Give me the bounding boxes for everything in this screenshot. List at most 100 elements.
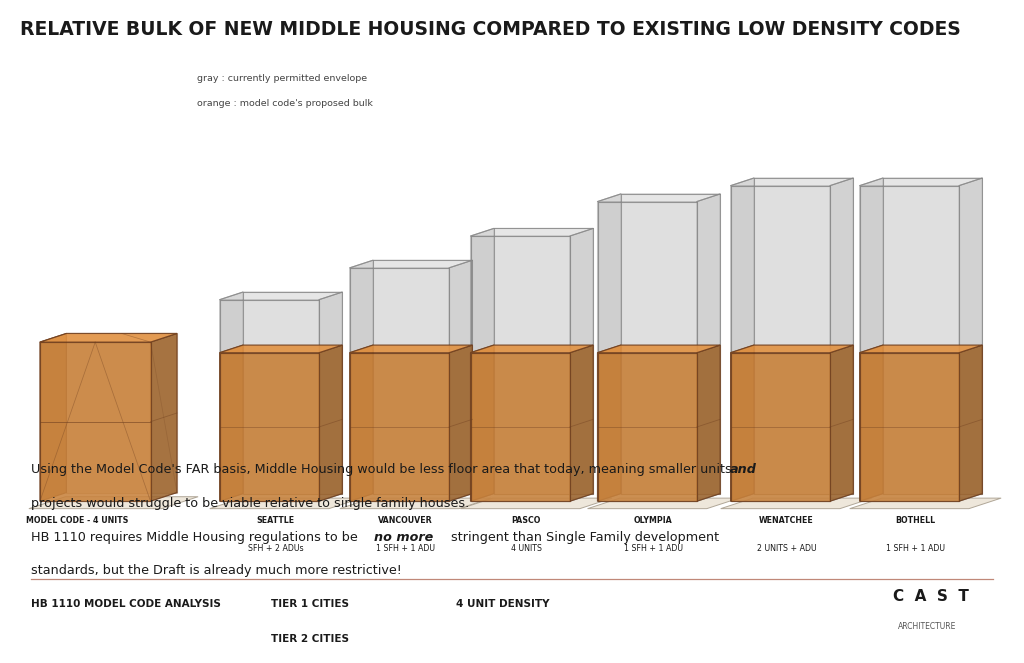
Polygon shape [494,345,593,493]
Polygon shape [319,292,342,501]
Polygon shape [220,345,243,501]
Polygon shape [696,345,720,501]
Polygon shape [860,186,958,501]
Polygon shape [29,497,198,509]
Polygon shape [569,345,593,501]
Polygon shape [350,353,449,501]
Polygon shape [621,345,720,493]
Polygon shape [731,345,853,353]
Polygon shape [569,228,593,501]
Polygon shape [731,345,754,501]
Text: PASCO: PASCO [512,516,541,525]
Polygon shape [829,178,853,501]
Polygon shape [449,260,472,501]
Polygon shape [340,498,492,509]
Polygon shape [696,194,720,501]
Polygon shape [461,498,612,509]
Polygon shape [850,498,1001,509]
Polygon shape [220,345,342,353]
Text: and: and [729,463,757,475]
Polygon shape [471,236,569,501]
Text: Using the Model Code's FAR basis, Middle Housing would be less floor area that t: Using the Model Code's FAR basis, Middle… [31,463,735,475]
Polygon shape [220,292,243,501]
Polygon shape [220,353,319,501]
Polygon shape [731,353,829,501]
Text: MODEL CODE - 4 UNITS: MODEL CODE - 4 UNITS [26,516,128,525]
Polygon shape [829,345,853,501]
Text: 4 UNITS: 4 UNITS [511,544,542,553]
Polygon shape [220,292,342,300]
Text: HB 1110 MODEL CODE ANALYSIS: HB 1110 MODEL CODE ANALYSIS [31,599,220,609]
Polygon shape [471,345,593,353]
Text: stringent than Single Family development: stringent than Single Family development [446,530,719,544]
Polygon shape [350,260,472,268]
Text: OLYMPIA: OLYMPIA [634,516,673,525]
Polygon shape [860,353,958,501]
Polygon shape [319,345,342,501]
Polygon shape [350,268,449,501]
Polygon shape [883,178,982,493]
Text: 1 SFH + 1 ADU: 1 SFH + 1 ADU [886,544,945,553]
Polygon shape [220,300,319,501]
Polygon shape [883,345,982,493]
Polygon shape [731,178,754,501]
Polygon shape [588,498,739,509]
Polygon shape [731,186,829,501]
Polygon shape [210,498,361,509]
Polygon shape [598,202,696,501]
Text: 1 SFH + 1 ADU: 1 SFH + 1 ADU [376,544,435,553]
Polygon shape [471,353,569,501]
Polygon shape [350,345,472,353]
Polygon shape [243,292,342,493]
Text: BOTHELL: BOTHELL [895,516,936,525]
Polygon shape [598,194,621,501]
Text: 4 UNIT DENSITY: 4 UNIT DENSITY [456,599,549,609]
Polygon shape [721,498,872,509]
Polygon shape [373,345,472,493]
Polygon shape [350,345,373,501]
Polygon shape [958,178,982,501]
Polygon shape [598,345,621,501]
Polygon shape [471,228,494,501]
Text: VANCOUVER: VANCOUVER [378,516,433,525]
Polygon shape [598,353,696,501]
Polygon shape [471,345,494,501]
Polygon shape [754,345,853,493]
Text: SEATTLE: SEATTLE [256,516,295,525]
Text: HB 1110 requires Middle Housing regulations to be: HB 1110 requires Middle Housing regulati… [31,530,361,544]
Text: TIER 2 CITIES: TIER 2 CITIES [271,634,349,644]
Polygon shape [40,333,67,501]
Text: projects would struggle to be viable relative to single family houses.: projects would struggle to be viable rel… [31,497,469,510]
Polygon shape [40,342,151,501]
Polygon shape [243,345,342,493]
Polygon shape [350,260,373,501]
Polygon shape [494,228,593,493]
Polygon shape [621,194,720,493]
Text: RELATIVE BULK OF NEW MIDDLE HOUSING COMPARED TO EXISTING LOW DENSITY CODES: RELATIVE BULK OF NEW MIDDLE HOUSING COMP… [20,19,962,38]
Polygon shape [860,345,982,353]
Text: orange : model code's proposed bulk: orange : model code's proposed bulk [197,99,373,108]
Polygon shape [860,178,982,186]
Polygon shape [754,178,853,493]
Text: standards, but the Draft is already much more restrictive!: standards, but the Draft is already much… [31,564,401,577]
Polygon shape [860,178,883,501]
Text: ARCHITECTURE: ARCHITECTURE [898,622,956,631]
Text: 2 UNITS + ADU: 2 UNITS + ADU [757,544,816,553]
Text: TIER 1 CITIES: TIER 1 CITIES [271,599,349,609]
Polygon shape [598,194,720,202]
Polygon shape [471,228,593,236]
Polygon shape [40,333,177,342]
Polygon shape [449,345,472,501]
Polygon shape [67,333,177,493]
Polygon shape [860,345,883,501]
Polygon shape [598,345,720,353]
Polygon shape [373,260,472,493]
Text: 1 SFH + 1 ADU: 1 SFH + 1 ADU [624,544,683,553]
Text: gray : currently permitted envelope: gray : currently permitted envelope [197,74,367,84]
Text: WENATCHEE: WENATCHEE [759,516,814,525]
Text: C  A  S  T: C A S T [893,589,969,604]
Polygon shape [151,333,177,501]
Text: SFH + 2 ADUs: SFH + 2 ADUs [248,544,303,553]
Polygon shape [731,178,853,186]
Text: no more: no more [375,530,433,544]
